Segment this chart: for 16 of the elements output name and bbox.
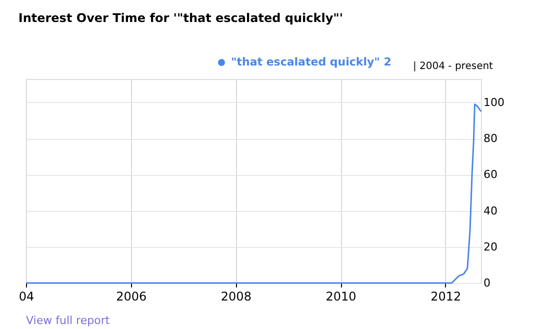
text: View full report <box>26 314 110 327</box>
chart-title: Interest Over Time for '"that escalated quickly"' <box>18 11 344 25</box>
y-tick-label: 20 <box>484 240 498 254</box>
text: | 2004 - present <box>413 61 494 72</box>
x-tick-label: 04 <box>18 290 34 304</box>
x-tick-label: 2008 <box>220 290 252 304</box>
y-tick-label: 100 <box>484 96 504 109</box>
x-tick-label: 2010 <box>326 290 356 304</box>
x-tick-label: 2012 <box>430 290 462 304</box>
y-tick-label: 60 <box>484 168 498 182</box>
y-tick-label: 40 <box>484 204 498 218</box>
y-tick-label: 0 <box>484 276 490 290</box>
x-tick-label: 2006 <box>116 290 147 304</box>
y-tick-label: 80 <box>484 132 498 146</box>
line-series <box>25 104 482 284</box>
legend-label: "that escalated quickly" 2 <box>231 56 392 68</box>
